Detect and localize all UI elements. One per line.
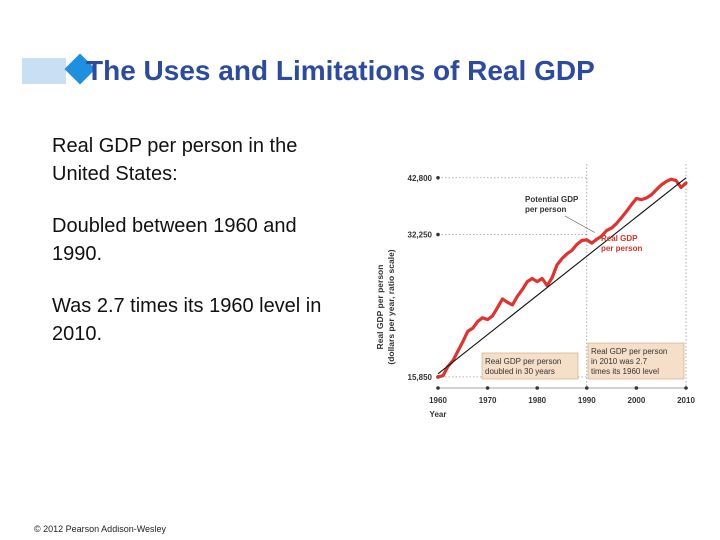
x-tick-dot	[485, 386, 490, 390]
x-tick-dot	[436, 386, 440, 390]
x-tick-label: 2010	[677, 396, 695, 405]
gdp-chart: 15,850 32,250 42,800 1960 1970 1980 1990 2000 20…	[375, 164, 695, 419]
doubled-annotation-box	[481, 352, 579, 380]
slide-title: The Uses and Limitations of Real GDP	[86, 55, 595, 86]
title-bar: The Uses and Limitations of Real GDP	[22, 52, 702, 92]
times-annotation-box	[587, 342, 685, 380]
times-annotation-text: Real GDP per person	[591, 347, 667, 356]
doubled-annotation-text: Real GDP per person	[485, 357, 561, 366]
times-annotation-text: times its 1960 level	[591, 367, 659, 376]
potential-gdp-label: Potential GDP	[525, 195, 579, 204]
y-tick-label: 15,850	[408, 373, 433, 382]
x-tick-dot	[684, 386, 688, 390]
x-tick-label: 1990	[578, 396, 596, 405]
y-tick-label: 42,800	[408, 174, 433, 183]
x-tick-label: 2000	[628, 396, 646, 405]
y-tick-dot	[436, 232, 440, 237]
x-tick-dot	[585, 386, 589, 390]
real-gdp-line	[436, 177, 688, 379]
potential-gdp-line	[437, 177, 687, 375]
x-tick-label: 1970	[479, 396, 497, 405]
y-tick-label: 32,250	[408, 231, 433, 240]
real-gdp-label: Real GDP	[601, 234, 638, 243]
x-axis-title: Year	[430, 410, 447, 419]
x-tick-dot	[535, 386, 539, 390]
y-tick-dot	[436, 176, 440, 180]
bullet-2: Doubled between 1960 and 1990.	[52, 215, 297, 265]
bullet-list: Real GDP per person in the United States…	[52, 132, 352, 372]
potential-gdp-pointer	[564, 215, 595, 233]
y-axis-subtitle: (dollars per year, ratio scale)	[386, 249, 396, 364]
doubled-annotation-text: doubled in 30 years	[485, 367, 555, 376]
x-tick-label: 1960	[429, 396, 447, 405]
copyright: © 2012 Pearson Addison-Wesley	[34, 524, 167, 534]
x-tick-dot	[634, 386, 639, 390]
y-axis-title: Real GDP per person	[375, 265, 385, 350]
x-tick-label: 1980	[528, 396, 546, 405]
title-accent-bar	[22, 58, 66, 84]
potential-gdp-label: per person	[525, 205, 566, 214]
bullet-1: Real GDP per person in the United States…	[52, 135, 298, 185]
times-annotation-text: in 2010 was 2.7	[591, 357, 648, 366]
bullet-3: Was 2.7 times its 1960 level in 2010.	[52, 295, 322, 345]
real-gdp-label: per person	[601, 244, 642, 253]
